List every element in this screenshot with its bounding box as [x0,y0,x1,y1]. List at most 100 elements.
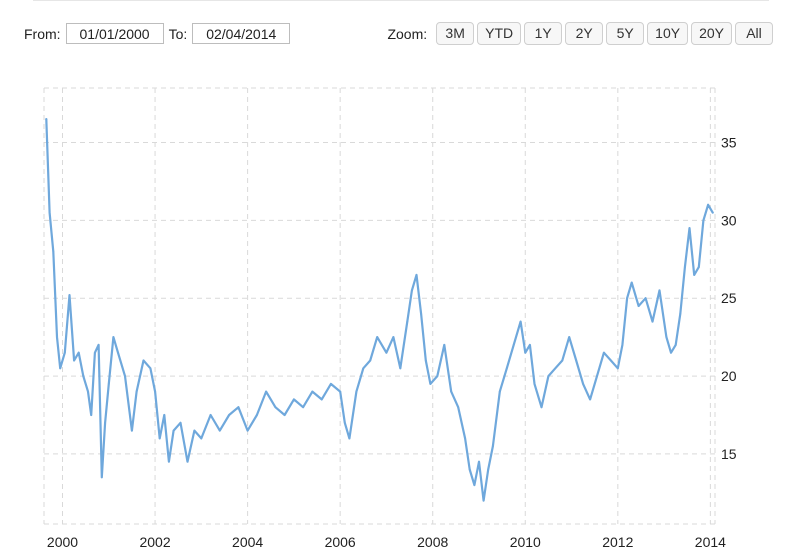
x-tick-label: 2006 [325,534,356,550]
data-point [246,429,249,432]
data-point [429,383,432,385]
data-point [265,390,267,393]
data-point [529,344,531,346]
from-label: From: [24,25,61,42]
data-point [670,351,672,354]
data-point [320,398,323,401]
data-point [674,344,677,346]
data-point [256,414,258,416]
data-point [68,294,71,296]
data-point [112,336,115,338]
data-point [193,429,196,432]
data-point [637,305,640,307]
zoom-20y-button[interactable]: 20Y [691,22,732,45]
y-tick-label: 25 [721,290,737,306]
data-point [630,281,633,284]
grid-layer [43,87,716,525]
data-point [512,344,515,346]
data-point [376,336,379,338]
data-point [311,390,314,393]
zoom-1y-button[interactable]: 1Y [524,22,563,45]
to-date-input[interactable] [192,23,291,44]
data-point [163,414,166,416]
data-point [492,445,494,447]
data-point [450,390,453,393]
data-point [621,344,624,346]
y-tick-label: 30 [721,212,737,228]
data-point [274,406,277,409]
data-point [104,421,106,424]
data-point [540,406,543,409]
data-point [48,211,51,214]
data-point [186,460,189,463]
data-point [415,274,418,276]
data-point [603,351,605,354]
data-point [124,375,126,377]
data-point [644,297,647,300]
data-point [688,227,691,230]
data-point [283,414,286,416]
data-point [498,390,501,393]
data-point [45,118,48,120]
data-point [702,219,705,222]
zoom-5y-button[interactable]: 5Y [606,22,645,45]
data-point [330,383,332,385]
data-point [90,414,93,416]
data-point [237,406,240,409]
data-point [348,437,351,440]
data-point [59,367,62,370]
data-point [355,390,358,393]
x-tick-label: 2002 [139,534,170,550]
data-point [154,390,157,393]
data-point [711,211,714,214]
data-point [117,351,119,354]
zoom-10y-button[interactable]: 10Y [647,22,689,45]
data-point [218,429,221,432]
data-point [524,351,527,354]
data-point [82,375,85,377]
x-tick-label: 2008 [417,534,448,550]
data-point [478,460,480,463]
data-point [575,359,578,362]
data-point [626,297,628,300]
x-tick-label: 2010 [510,534,541,550]
data-point [443,344,446,346]
data-point [547,375,550,377]
y-tick-label: 15 [721,446,737,462]
data-point [73,359,75,362]
data-point [420,312,422,315]
data-point [554,367,557,370]
zoom-3m-button[interactable]: 3M [436,22,475,45]
y-tick-label: 20 [721,368,737,384]
data-point [658,289,661,292]
data-point [707,203,709,206]
data-point [97,344,100,346]
data-point [457,406,460,409]
x-tick-label: 2000 [47,534,78,550]
zoom-selector: Zoom: 3M YTD 1Y 2Y 5Y 10Y 20Y All [387,22,773,45]
data-point [505,367,508,370]
zoom-all-button[interactable]: All [735,22,773,45]
x-tick-label: 2004 [232,534,263,550]
top-divider [33,0,769,1]
axis-labels: 2000 2002 2004 2006 2008 2010 2012 2014 15 20 25 30… [47,135,737,551]
data-point [411,289,413,292]
y-tick-label: 35 [721,135,737,151]
data-point [87,390,89,393]
data-point [582,383,584,385]
data-point [464,437,466,440]
data-point [293,398,295,401]
data-point [149,367,152,370]
zoom-2y-button[interactable]: 2Y [565,22,604,45]
data-point [533,383,536,385]
data-point [436,375,439,377]
data-point [52,250,55,253]
data-point [399,367,402,370]
from-date-input[interactable] [65,23,164,44]
data-point [209,414,212,416]
data-point [596,375,598,377]
data-point [519,320,522,323]
zoom-ytd-button[interactable]: YTD [477,22,522,45]
